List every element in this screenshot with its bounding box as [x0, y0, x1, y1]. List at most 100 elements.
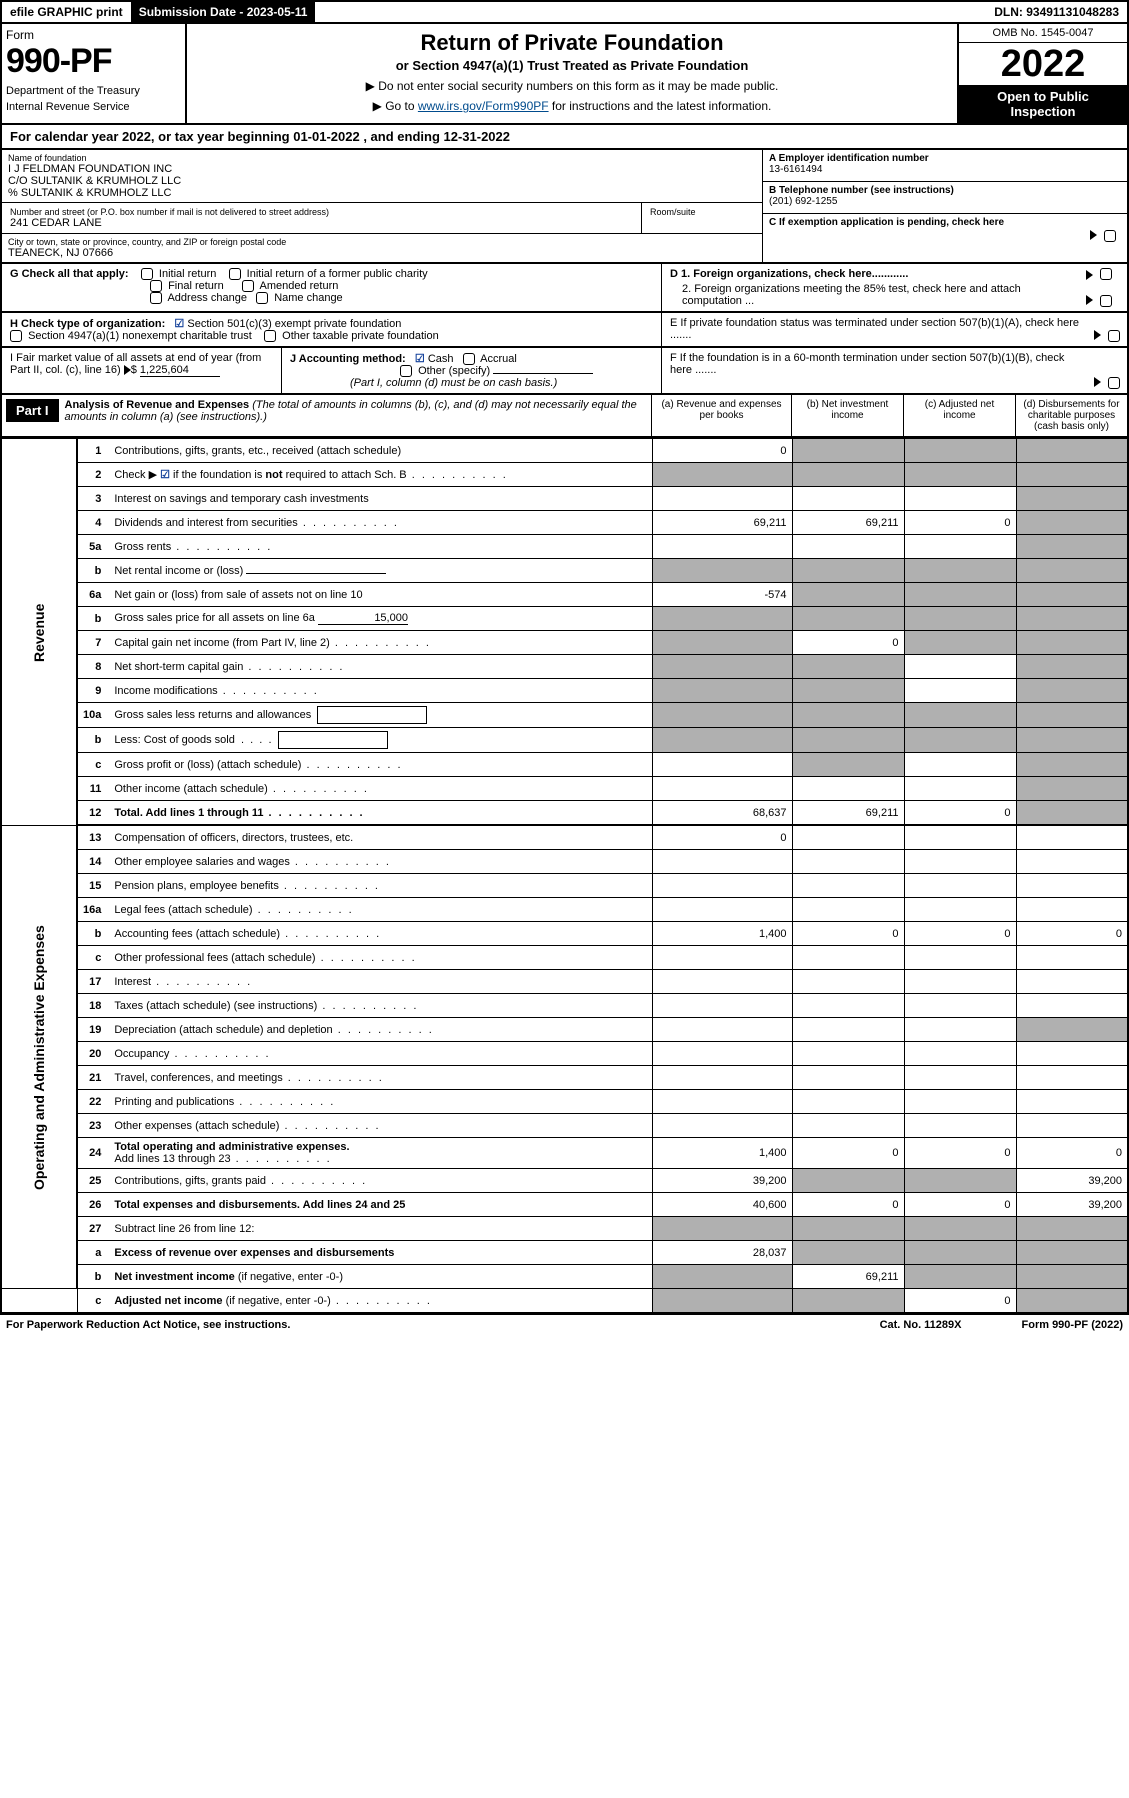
d2-checkbox[interactable]: [1100, 295, 1112, 307]
row-9: 9Income modifications: [1, 679, 1128, 703]
cell-c: [904, 487, 1016, 511]
note2-post: for instructions and the latest informat…: [549, 99, 772, 113]
cell-d: [1016, 994, 1128, 1018]
phone-label: B Telephone number (see instructions): [769, 185, 1121, 196]
cell-a: 28,037: [652, 1241, 792, 1265]
line-desc: Less: Cost of goods sold . . . .: [109, 728, 652, 753]
cell-d: [1016, 1265, 1128, 1289]
part1-label: Part I: [6, 399, 59, 422]
g-label: G Check all that apply:: [10, 268, 129, 280]
cell-d: [1016, 655, 1128, 679]
ein-label: A Employer identification number: [769, 153, 1121, 164]
cell-c: 0: [904, 922, 1016, 946]
city-cell: City or town, state or province, country…: [2, 234, 762, 262]
cell-b: [792, 1169, 904, 1193]
g-final-check[interactable]: [150, 280, 162, 292]
j-other-check[interactable]: [400, 365, 412, 377]
g-address-check[interactable]: [150, 292, 162, 304]
line-desc: Other professional fees (attach schedule…: [109, 946, 652, 970]
g-o4: Amended return: [260, 280, 339, 292]
cell-a: 68,637: [652, 801, 792, 825]
j-note: (Part I, column (d) must be on cash basi…: [290, 377, 557, 389]
e-checkbox[interactable]: [1108, 330, 1120, 342]
line-desc: Net rental income or (loss): [109, 559, 652, 583]
part1-title-text: Analysis of Revenue and Expenses (The to…: [59, 399, 647, 423]
cell-a: 1,400: [652, 922, 792, 946]
cell-d: [1016, 1217, 1128, 1241]
r2-check[interactable]: ☑: [160, 469, 170, 481]
line-desc: Contributions, gifts, grants, etc., rece…: [109, 439, 652, 463]
cell-b: 0: [792, 1138, 904, 1169]
footer-mid: Cat. No. 11289X: [880, 1319, 962, 1331]
j-o1: Cash: [428, 353, 454, 365]
line-desc: Travel, conferences, and meetings: [109, 1066, 652, 1090]
h-other-check[interactable]: [264, 330, 276, 342]
irs-link[interactable]: www.irs.gov/Form990PF: [418, 99, 549, 113]
note2: ▶ Go to www.irs.gov/Form990PF for instru…: [197, 99, 947, 113]
r24-bold: Total operating and administrative expen…: [114, 1141, 349, 1153]
cell-a: [652, 994, 792, 1018]
cell-b: [792, 850, 904, 874]
r5b-line: [246, 573, 386, 574]
row-27c: cAdjusted net income (if negative, enter…: [1, 1289, 1128, 1313]
cell-b: [792, 1090, 904, 1114]
cell-b: [792, 994, 904, 1018]
g-former-check[interactable]: [229, 268, 241, 280]
arrow-icon: [1094, 377, 1101, 387]
h-4947-check[interactable]: [10, 330, 22, 342]
h-o2: Section 4947(a)(1) nonexempt charitable …: [28, 330, 252, 342]
col-c-header: (c) Adjusted net income: [903, 395, 1015, 436]
line-num: 3: [77, 487, 109, 511]
irs: Internal Revenue Service: [6, 101, 181, 113]
city-val: TEANECK, NJ 07666: [8, 247, 756, 259]
dln: DLN: 93491131048283: [986, 2, 1127, 22]
h-501c3-check[interactable]: ☑: [174, 318, 184, 330]
g-name-check[interactable]: [256, 292, 268, 304]
row-16c: cOther professional fees (attach schedul…: [1, 946, 1128, 970]
row-6b: bGross sales price for all assets on lin…: [1, 607, 1128, 631]
address-row: Number and street (or P.O. box number if…: [2, 203, 762, 234]
r10b-text: Less: Cost of goods sold: [114, 734, 234, 746]
row-1: Revenue 1 Contributions, gifts, grants, …: [1, 439, 1128, 463]
line-num: 14: [77, 850, 109, 874]
g-o1: Initial return: [159, 268, 216, 280]
line-num: 25: [77, 1169, 109, 1193]
line-desc: Other employee salaries and wages: [109, 850, 652, 874]
line-num: c: [77, 946, 109, 970]
cell-c: [904, 753, 1016, 777]
cell-a: [652, 728, 792, 753]
footer: For Paperwork Reduction Act Notice, see …: [0, 1314, 1129, 1335]
note2-pre: ▶ Go to: [373, 99, 418, 113]
cell-d: [1016, 487, 1128, 511]
j-accrual-check[interactable]: [463, 353, 475, 365]
section-f: F If the foundation is in a 60-month ter…: [662, 348, 1127, 393]
line-num: b: [77, 607, 109, 631]
name-label: Name of foundation: [8, 153, 756, 163]
line-num: b: [77, 559, 109, 583]
cell-d: [1016, 583, 1128, 607]
line-desc: Subtract line 26 from line 12:: [109, 1217, 652, 1241]
f-checkbox[interactable]: [1108, 377, 1120, 389]
cell-d: [1016, 1241, 1128, 1265]
cell-d: [1016, 1090, 1128, 1114]
g-initial-check[interactable]: [141, 268, 153, 280]
cell-d: [1016, 970, 1128, 994]
cell-a: 69,211: [652, 511, 792, 535]
line-num: 5a: [77, 535, 109, 559]
j-cash-check[interactable]: ☑: [415, 353, 425, 365]
calendar-year: For calendar year 2022, or tax year begi…: [0, 125, 1129, 150]
cell-b: [792, 607, 904, 631]
form-header: Form 990-PF Department of the Treasury I…: [0, 24, 1129, 125]
line-desc: Gross rents: [109, 535, 652, 559]
info-block: Name of foundation I J FELDMAN FOUNDATIO…: [0, 150, 1129, 264]
line-num: 19: [77, 1018, 109, 1042]
cell-c: [904, 463, 1016, 487]
c-checkbox[interactable]: [1104, 230, 1116, 242]
d1-checkbox[interactable]: [1100, 268, 1112, 280]
footer-left: For Paperwork Reduction Act Notice, see …: [6, 1319, 290, 1331]
cell-c: [904, 826, 1016, 850]
cell-a: [652, 655, 792, 679]
g-amended-check[interactable]: [242, 280, 254, 292]
addr-label: Number and street (or P.O. box number if…: [10, 207, 633, 217]
info-right: A Employer identification number 13-6161…: [762, 150, 1127, 262]
